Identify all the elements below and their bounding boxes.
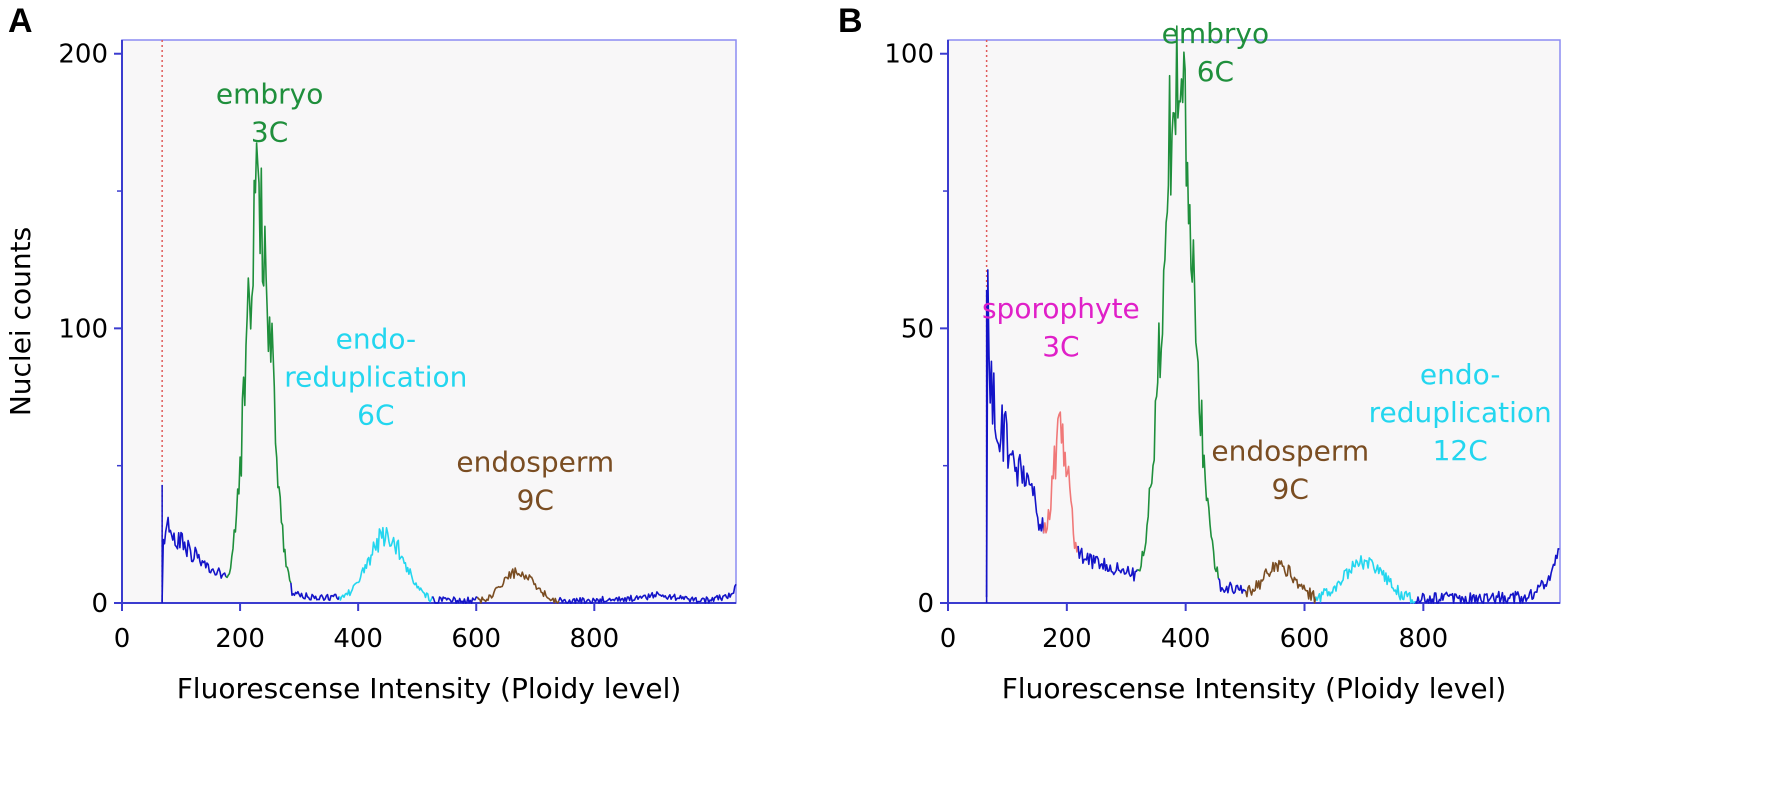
peak-label-embryo: 3C	[251, 116, 288, 149]
y-tick-label: 50	[901, 314, 934, 344]
histogram-peak-sporophyte	[1042, 411, 1079, 553]
histogram-baseline-segment	[558, 583, 737, 604]
panel-label: A	[8, 2, 33, 40]
histogram-baseline-segment	[290, 582, 341, 602]
histogram-baseline-segment	[985, 269, 1045, 598]
peak-label-endoreduplication: 12C	[1433, 434, 1488, 467]
peak-label-endoreduplication: reduplication	[284, 360, 467, 393]
x-tick-label: 400	[333, 624, 383, 654]
peak-label-sporophyte: sporophyte	[982, 292, 1140, 325]
histogram-baseline-segment	[1077, 545, 1139, 582]
y-tick-label: 0	[917, 589, 934, 619]
x-axis-title: Fluorescense Intensity (Ploidy level)	[177, 672, 682, 705]
x-tick-label: 200	[1042, 624, 1092, 654]
x-tick-label: 800	[1399, 624, 1449, 654]
histogram-peak-endoreduplication	[1315, 555, 1416, 604]
x-tick-label: 800	[569, 624, 619, 654]
histogram-peak-endosperm	[476, 567, 560, 604]
histogram-baseline-segment	[161, 516, 227, 602]
peak-label-embryo: embryo	[1162, 17, 1270, 50]
y-tick-label: 200	[58, 40, 108, 70]
peak-label-endoreduplication: endo-	[336, 322, 417, 355]
x-tick-label: 600	[451, 624, 501, 654]
histogram-peak-embryo	[1137, 25, 1220, 579]
x-tick-label: 0	[114, 624, 131, 654]
x-axis-title: Fluorescense Intensity (Ploidy level)	[1002, 672, 1507, 705]
peak-label-embryo: embryo	[216, 78, 324, 111]
y-tick-label: 0	[91, 589, 108, 619]
histogram-peak-embryo	[225, 142, 292, 584]
x-tick-label: 400	[1161, 624, 1211, 654]
plot-area	[121, 39, 737, 604]
x-tick-label: 600	[1280, 624, 1330, 654]
x-tick-label: 200	[215, 624, 265, 654]
peak-label-endoreduplication: reduplication	[1369, 396, 1552, 429]
x-tick-label: 0	[940, 624, 957, 654]
histogram-peak-endoreduplication	[338, 526, 434, 603]
peak-label-endosperm: endosperm	[1211, 435, 1369, 468]
peak-label-sporophyte: 3C	[1042, 330, 1079, 363]
y-tick-label: 100	[58, 314, 108, 344]
peak-label-endosperm: 9C	[517, 484, 554, 517]
peak-label-endoreduplication: 6C	[357, 398, 394, 431]
panel-label: B	[838, 2, 863, 40]
histogram-peak-endosperm	[1244, 559, 1317, 604]
peak-label-endosperm: 9C	[1272, 473, 1309, 506]
histogram-baseline-segment	[431, 596, 478, 604]
y-axis-title: Nuclei counts	[4, 227, 37, 416]
histogram-baseline-segment	[1414, 547, 1560, 604]
panel-a: A 0 100 200 0 200 400 600 800 Fluorescense Intens…	[4, 2, 737, 705]
y-tick-label: 100	[884, 40, 934, 70]
peak-label-endosperm: endosperm	[456, 446, 614, 479]
panel-b: B 0 50 100 0 200 400 600 800 Fluorescense Intensi…	[838, 2, 1561, 705]
peak-label-embryo: 6C	[1197, 55, 1234, 88]
histogram-baseline-segment	[1217, 577, 1247, 595]
peak-label-endoreduplication: endo-	[1420, 358, 1501, 391]
